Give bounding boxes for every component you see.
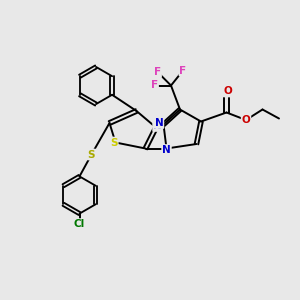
Text: O: O — [224, 86, 232, 97]
Text: S: S — [110, 137, 118, 148]
Text: F: F — [154, 67, 161, 77]
Text: Cl: Cl — [74, 219, 85, 229]
Text: S: S — [88, 149, 95, 160]
Text: O: O — [242, 115, 250, 125]
Text: F: F — [151, 80, 158, 91]
Text: N: N — [162, 145, 171, 155]
Text: N: N — [154, 118, 164, 128]
Text: F: F — [179, 65, 187, 76]
Text: N: N — [153, 121, 162, 131]
